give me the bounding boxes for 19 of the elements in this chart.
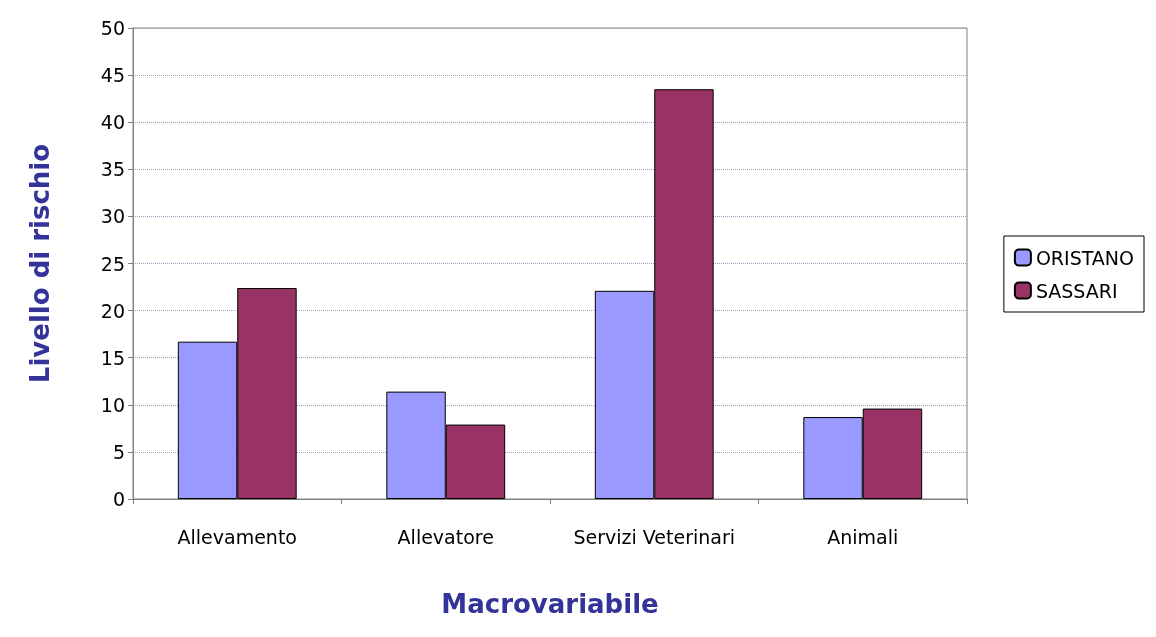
- x-tick-label: Allevamento: [177, 525, 297, 548]
- y-tick-label: 0: [112, 488, 125, 510]
- x-tick-label: Allevatore: [397, 525, 494, 548]
- y-tick-label: 35: [100, 158, 125, 181]
- y-tick-label: 15: [100, 346, 125, 369]
- y-tick-label: 20: [100, 299, 125, 322]
- legend-label: ORISTANO: [1035, 246, 1135, 269]
- x-tick-label: Servizi Veterinari: [573, 525, 736, 548]
- y-tick-label: 5: [112, 440, 125, 463]
- y-tick-label: 10: [100, 393, 125, 416]
- legend-label: SASSARI: [1035, 279, 1118, 302]
- y-tick-label: 45: [100, 64, 125, 87]
- x-axis-title: Macrovariabile: [441, 589, 659, 619]
- y-tick-label: 50: [100, 17, 125, 39]
- y-axis-title: Livello di rischio: [25, 143, 55, 384]
- y-tick-label: 40: [100, 111, 125, 134]
- y-tick-label: 25: [100, 252, 125, 275]
- y-tick-label: 30: [100, 205, 125, 228]
- x-tick-label: Animali: [827, 525, 899, 548]
